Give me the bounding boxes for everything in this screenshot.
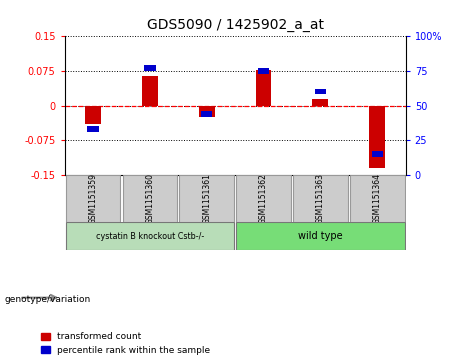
Bar <box>87 126 99 132</box>
Title: GDS5090 / 1425902_a_at: GDS5090 / 1425902_a_at <box>147 19 324 33</box>
Bar <box>315 89 326 94</box>
Bar <box>85 106 101 124</box>
Bar <box>369 106 385 168</box>
Bar <box>236 223 405 250</box>
Bar <box>350 175 405 223</box>
Text: wild type: wild type <box>298 231 343 241</box>
Bar <box>199 106 215 117</box>
Bar <box>313 99 328 106</box>
Text: GSM1151362: GSM1151362 <box>259 173 268 224</box>
Bar <box>123 175 177 223</box>
Text: GSM1151359: GSM1151359 <box>89 173 97 224</box>
Text: GSM1151360: GSM1151360 <box>145 173 154 224</box>
Bar <box>65 175 120 223</box>
Bar <box>372 151 383 157</box>
Text: GSM1151363: GSM1151363 <box>316 173 325 224</box>
Bar <box>142 76 158 106</box>
Text: GSM1151364: GSM1151364 <box>373 173 382 224</box>
Bar <box>179 175 234 223</box>
Bar <box>258 68 269 74</box>
Text: genotype/variation: genotype/variation <box>5 295 91 304</box>
Legend: transformed count, percentile rank within the sample: transformed count, percentile rank withi… <box>41 333 210 355</box>
Bar <box>201 111 213 117</box>
Bar <box>293 175 348 223</box>
Text: GSM1151361: GSM1151361 <box>202 173 211 224</box>
Bar <box>236 175 291 223</box>
Bar <box>65 223 234 250</box>
Bar <box>255 70 272 106</box>
Text: cystatin B knockout Cstb-/-: cystatin B knockout Cstb-/- <box>96 232 204 241</box>
Bar <box>144 65 155 71</box>
